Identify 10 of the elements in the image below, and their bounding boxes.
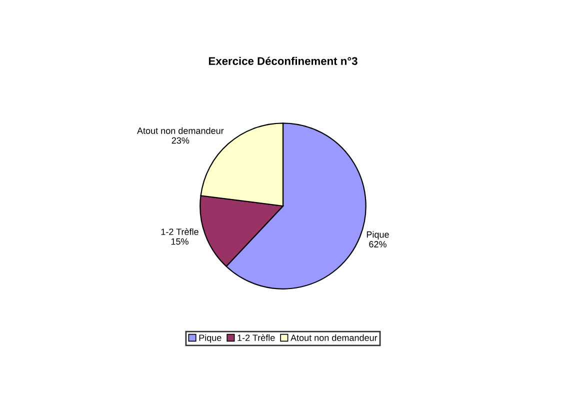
slice-label: 1-2 Trèfle bbox=[161, 228, 198, 235]
data-label: 62% bbox=[369, 241, 386, 248]
legend-label: Pique bbox=[199, 334, 222, 343]
data-label: 23% bbox=[172, 137, 190, 144]
slice-label: Pique bbox=[366, 231, 389, 240]
legend-label: Atout non demandeur bbox=[290, 334, 378, 341]
slice-label: Atout non demandeur bbox=[137, 127, 224, 134]
data-label: 15% bbox=[171, 238, 188, 245]
chart-title: Exercice Déconfinement n°3 bbox=[208, 56, 358, 65]
legend-label: 1-2 Trèfle bbox=[238, 334, 275, 341]
